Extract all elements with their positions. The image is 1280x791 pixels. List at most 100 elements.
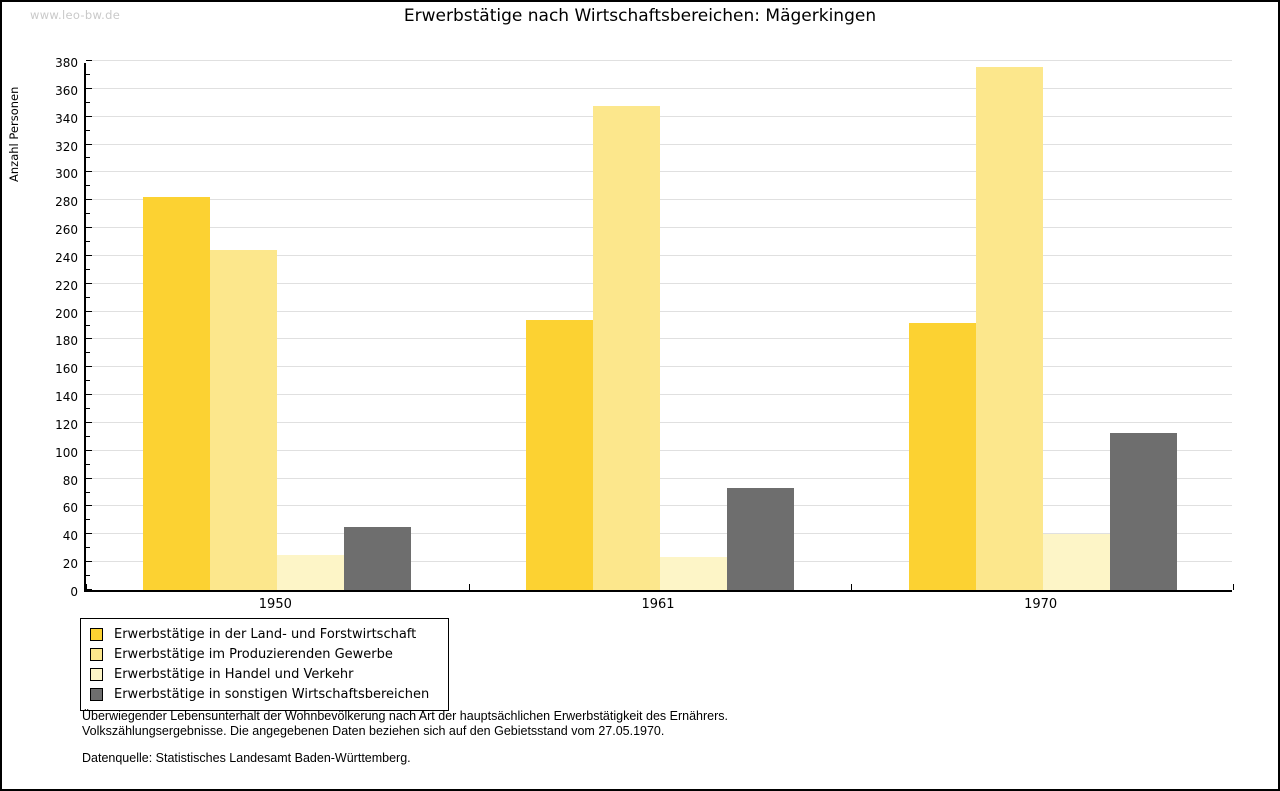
legend-swatch-icon: [90, 627, 103, 641]
gridline-y360: [86, 87, 1232, 89]
y-tick-label-300: 300: [55, 167, 78, 182]
y-tick-label-120: 120: [55, 417, 78, 432]
bar-1950-series4: [344, 527, 412, 590]
y-major-tick-300: [86, 171, 92, 173]
footer-note-line1: Überwiegender Lebensunterhalt der Wohnbe…: [82, 709, 728, 723]
legend-label: Erwerbstätige in der Land- und Forstwirt…: [114, 626, 417, 642]
y-tick-label-100: 100: [55, 445, 78, 460]
y-minor-tick-110: [86, 435, 90, 437]
y-minor-tick-350: [86, 101, 90, 103]
legend-swatch-icon: [90, 667, 103, 681]
x-boundary-tick-2: [851, 584, 853, 590]
legend-row-1: Erwerbstätige in der Land- und Forstwirt…: [81, 624, 448, 644]
legend-label: Erwerbstätige in Handel und Verkehr: [114, 666, 354, 682]
y-major-tick-260: [86, 227, 92, 229]
y-tick-label-180: 180: [55, 334, 78, 349]
y-minor-tick-290: [86, 185, 90, 187]
x-boundary-tick-0: [86, 584, 87, 590]
y-major-tick-160: [86, 366, 92, 368]
y-minor-tick-210: [86, 296, 90, 298]
y-tick-label-140: 140: [55, 390, 78, 405]
y-tick-label-60: 60: [62, 501, 78, 516]
y-tick-label-380: 380: [55, 56, 78, 70]
legend-label: Erwerbstätige im Produzierenden Gewerbe: [114, 646, 393, 662]
footer-note-line2: Volkszählungsergebnisse. Die angegebenen…: [82, 723, 665, 738]
footer-source: Datenquelle: Statistisches Landesamt Bad…: [82, 751, 411, 765]
y-tick-label-220: 220: [55, 278, 78, 293]
y-minor-tick-330: [86, 129, 90, 131]
y-minor-tick-90: [86, 463, 90, 465]
y-major-tick-0: [86, 589, 92, 590]
watermark-url: www.leo-bw.de: [30, 8, 121, 22]
y-major-tick-140: [86, 394, 92, 396]
y-minor-tick-370: [86, 73, 90, 75]
y-minor-tick-310: [86, 157, 90, 159]
y-minor-tick-170: [86, 352, 90, 354]
bar-1970-series1: [908, 322, 976, 590]
y-tick-label-200: 200: [55, 306, 78, 321]
legend-row-2: Erwerbstätige im Produzierenden Gewerbe: [81, 644, 448, 664]
y-tick-label-280: 280: [55, 195, 78, 210]
y-tick-label-260: 260: [55, 223, 78, 238]
y-tick-label-80: 80: [62, 473, 78, 488]
chart-title: Erwerbstätige nach Wirtschaftsbereichen:…: [403, 6, 877, 26]
y-tick-label-320: 320: [55, 139, 78, 154]
y-minor-tick-250: [86, 240, 90, 242]
x-category-label-1950: 1950: [258, 597, 292, 612]
bar-1970-series2: [975, 66, 1043, 590]
x-category-label-1970: 1970: [1024, 597, 1058, 612]
gridline-y380: [86, 60, 1232, 61]
y-tick-label-0: 0: [70, 585, 78, 599]
legend-label: Erwerbstätige in sonstigen Wirtschaftsbe…: [114, 686, 430, 702]
y-minor-tick-190: [86, 324, 90, 326]
y-axis-title: Anzahl Personen: [7, 86, 21, 182]
y-major-tick-340: [86, 115, 92, 117]
y-minor-tick-70: [86, 491, 90, 493]
y-major-tick-360: [86, 87, 92, 89]
bar-1950-series2: [210, 250, 278, 590]
legend-row-3: Erwerbstätige in Handel und Verkehr: [81, 664, 448, 684]
legend-swatch-icon: [90, 687, 103, 701]
y-major-tick-60: [86, 505, 92, 507]
y-major-tick-80: [86, 477, 92, 479]
y-major-tick-240: [86, 254, 92, 256]
y-tick-label-360: 360: [55, 83, 78, 98]
y-major-tick-20: [86, 561, 92, 563]
y-major-tick-200: [86, 310, 92, 312]
y-major-tick-100: [86, 449, 92, 451]
y-minor-tick-150: [86, 380, 90, 382]
y-tick-label-340: 340: [55, 111, 78, 126]
bar-1950-series3: [277, 555, 345, 590]
bar-1950-series1: [143, 197, 211, 590]
bar-1961-series2: [593, 105, 660, 590]
footer: Überwiegender Lebensunterhalt der Wohnbe…: [82, 709, 728, 766]
y-major-tick-180: [86, 338, 92, 340]
y-minor-tick-130: [86, 408, 90, 410]
y-minor-tick-270: [86, 213, 90, 215]
plot-area: [84, 60, 1234, 592]
y-major-tick-280: [86, 199, 92, 201]
y-major-tick-380: [86, 60, 92, 61]
bar-1970-series3: [1042, 534, 1110, 590]
legend-row-4: Erwerbstätige in sonstigen Wirtschaftsbe…: [81, 684, 448, 704]
y-minor-tick-10: [86, 575, 90, 577]
y-minor-tick-30: [86, 547, 90, 549]
bar-1961-series1: [526, 319, 593, 590]
y-minor-tick-230: [86, 268, 90, 270]
x-boundary-tick-3: [1233, 584, 1234, 590]
bar-1970-series4: [1109, 432, 1177, 590]
y-major-tick-120: [86, 421, 92, 423]
y-major-tick-40: [86, 533, 92, 535]
x-category-label-1961: 1961: [641, 597, 675, 612]
bar-1961-series3: [660, 556, 727, 590]
bar-1961-series4: [727, 488, 794, 590]
y-tick-label-40: 40: [62, 529, 78, 544]
legend: Erwerbstätige in der Land- und Forstwirt…: [80, 618, 449, 711]
y-minor-tick-50: [86, 519, 90, 521]
legend-swatch-icon: [90, 647, 103, 661]
y-major-tick-220: [86, 282, 92, 284]
y-tick-label-160: 160: [55, 362, 78, 377]
y-major-tick-320: [86, 143, 92, 145]
y-tick-label-240: 240: [55, 250, 78, 265]
